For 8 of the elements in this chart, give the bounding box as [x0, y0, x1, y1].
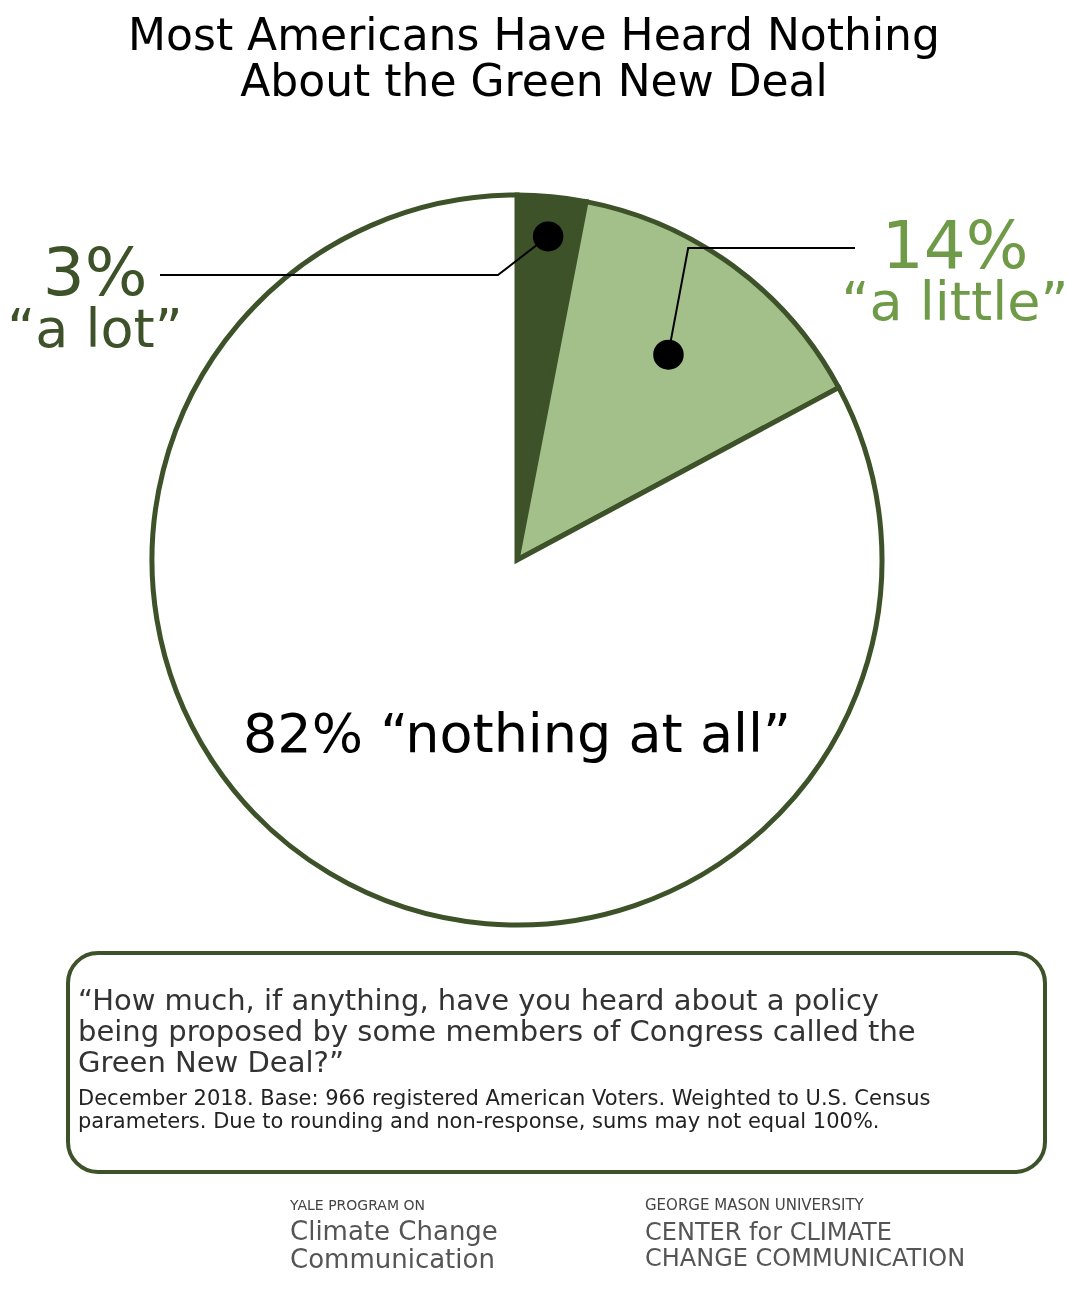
- slice-label: 82% “nothing at all”: [242, 702, 792, 765]
- text: December 2018. Base: 966 registered American Voters. Weighted to U.S. Census parameters. Due to rounding and non-response, sums may not equal 100%.: [78, 1086, 931, 1133]
- text: GEORGE MASON UNIVERSITY: [645, 1196, 865, 1214]
- text: Climate Change Communication: [290, 1216, 498, 1274]
- text: “How much, if anything, have you heard about a policy being proposed by some members of Congress called the Green New Deal?”: [78, 983, 916, 1079]
- chart-title: Most Americans Have Heard Nothing About the Green New Deal: [128, 9, 940, 106]
- text: YALE PROGRAM ON: [289, 1197, 425, 1213]
- text: CENTER for CLIMATE CHANGE COMMUNICATION: [645, 1218, 966, 1272]
